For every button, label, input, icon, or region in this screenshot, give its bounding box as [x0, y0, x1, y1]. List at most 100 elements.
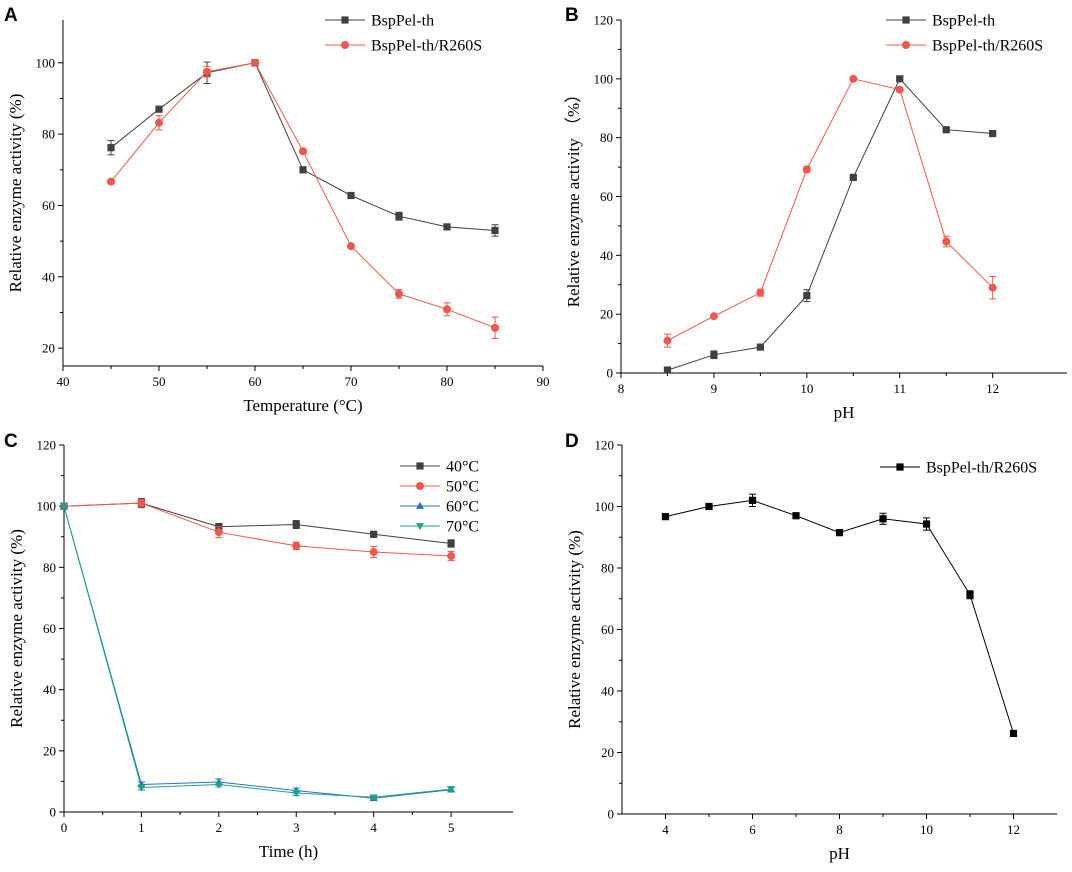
x-tick-label: 10 — [800, 381, 813, 396]
x-tick-label: 3 — [293, 820, 300, 835]
y-tick-label: 80 — [600, 130, 613, 145]
data-point — [443, 223, 451, 231]
x-axis-title: Time (h) — [259, 842, 318, 861]
y-tick-label: 80 — [42, 127, 55, 142]
data-point — [942, 237, 951, 246]
data-point — [989, 129, 997, 138]
data-point — [369, 548, 378, 557]
x-tick-label: 1 — [138, 820, 145, 835]
y-tick-label: 120 — [37, 438, 57, 453]
data-point — [251, 58, 259, 67]
data-point — [447, 552, 456, 561]
legend: BspPel-th BspPel-th/R260S — [886, 13, 1043, 55]
y-tick-label: 100 — [36, 55, 56, 70]
chart-panel-a: 40 50 60 70 80 90 20 40 60 80 100 Temperature (°C) R… — [6, 13, 550, 416]
data-point — [395, 289, 403, 298]
data-point — [107, 144, 115, 152]
series-line — [63, 506, 452, 798]
legend-marker — [896, 463, 904, 471]
y-tick-label: 100 — [595, 499, 615, 514]
x-tick-label: 60 — [249, 374, 262, 389]
y-tick-label: 20 — [601, 745, 614, 760]
y-tick-label: 20 — [43, 743, 56, 758]
x-tick-label: 10 — [920, 822, 933, 837]
y-tick-label: 60 — [600, 189, 613, 204]
legend-marker — [341, 41, 349, 49]
y-tick-label: 120 — [594, 13, 614, 28]
legend-marker — [341, 16, 349, 24]
y-tick-label: 100 — [594, 71, 614, 86]
legend: BspPel-th/R260S — [880, 460, 1037, 477]
series-line — [110, 62, 496, 231]
series-line — [63, 506, 452, 799]
x-tick-label: 40 — [57, 374, 70, 389]
legend-label: BspPel-th/R260S — [932, 38, 1043, 55]
x-tick-label: 4 — [662, 822, 669, 837]
data-point — [60, 503, 68, 511]
series-2 — [60, 498, 456, 562]
legend-marker — [416, 501, 424, 509]
legend-label: BspPel-th/R260S — [371, 38, 482, 55]
x-axis-title: pH — [829, 844, 850, 863]
x-tick-label: 12 — [986, 381, 999, 396]
y-tick-label: 100 — [37, 499, 57, 514]
chart-panel-c: 0 1 2 3 4 5 0 20 40 60 80 100 120 Time (h) Relative en… — [7, 438, 513, 861]
x-tick-label: 4 — [370, 820, 377, 835]
legend-marker — [416, 482, 424, 490]
y-axis-title: Relative enzyme activity (%) — [565, 530, 584, 729]
data-point — [849, 74, 858, 83]
legend-label: BspPel-th/R260S — [926, 460, 1037, 477]
series-4 — [60, 503, 456, 802]
x-tick-label: 12 — [1007, 822, 1020, 837]
legend-marker — [416, 523, 424, 531]
y-tick-label: 0 — [50, 805, 57, 820]
data-point — [107, 177, 115, 186]
data-point — [705, 502, 713, 511]
data-point — [299, 166, 307, 174]
x-tick-label: 50 — [153, 374, 166, 389]
data-point — [988, 283, 997, 292]
data-point — [443, 305, 451, 314]
legend-label: BspPel-th — [932, 13, 995, 30]
data-point — [896, 75, 904, 83]
data-point — [748, 496, 757, 504]
x-tick-label: 2 — [216, 820, 223, 835]
y-tick-label: 80 — [601, 561, 614, 576]
data-point — [155, 118, 163, 127]
y-axis-title: Relative enzyme activity （%） — [564, 86, 583, 307]
data-point — [803, 292, 811, 300]
data-point — [792, 512, 800, 520]
data-point — [1009, 729, 1018, 738]
series-1 — [661, 493, 1018, 738]
data-point — [491, 323, 499, 332]
series-line — [667, 77, 993, 371]
legend-label: BspPel-th — [371, 13, 434, 30]
y-axis-title: Relative enzyme activity (%) — [6, 94, 25, 293]
x-tick-label: 5 — [448, 820, 455, 835]
data-point — [710, 351, 718, 359]
legend-marker — [902, 16, 910, 24]
series-line — [667, 78, 994, 342]
y-tick-label: 0 — [608, 807, 615, 822]
x-tick-label: 6 — [749, 822, 756, 837]
data-point — [214, 781, 223, 789]
data-point — [895, 85, 904, 94]
data-point — [292, 541, 301, 550]
data-point — [966, 591, 974, 599]
panel-letter-a: A — [4, 5, 18, 26]
y-tick-label: 60 — [601, 622, 614, 637]
data-point — [137, 784, 146, 792]
data-point — [369, 794, 378, 802]
data-point — [370, 530, 378, 538]
series-3 — [60, 502, 456, 802]
data-point — [661, 513, 670, 521]
x-tick-label: 70 — [345, 374, 358, 389]
x-axis-title: pH — [834, 403, 855, 422]
data-point — [879, 515, 887, 523]
y-tick-label: 60 — [43, 621, 56, 636]
y-tick-label: 40 — [43, 682, 56, 697]
series-line — [63, 502, 452, 544]
data-point — [802, 165, 811, 174]
x-tick-label: 80 — [441, 374, 454, 389]
series-1 — [107, 59, 499, 237]
